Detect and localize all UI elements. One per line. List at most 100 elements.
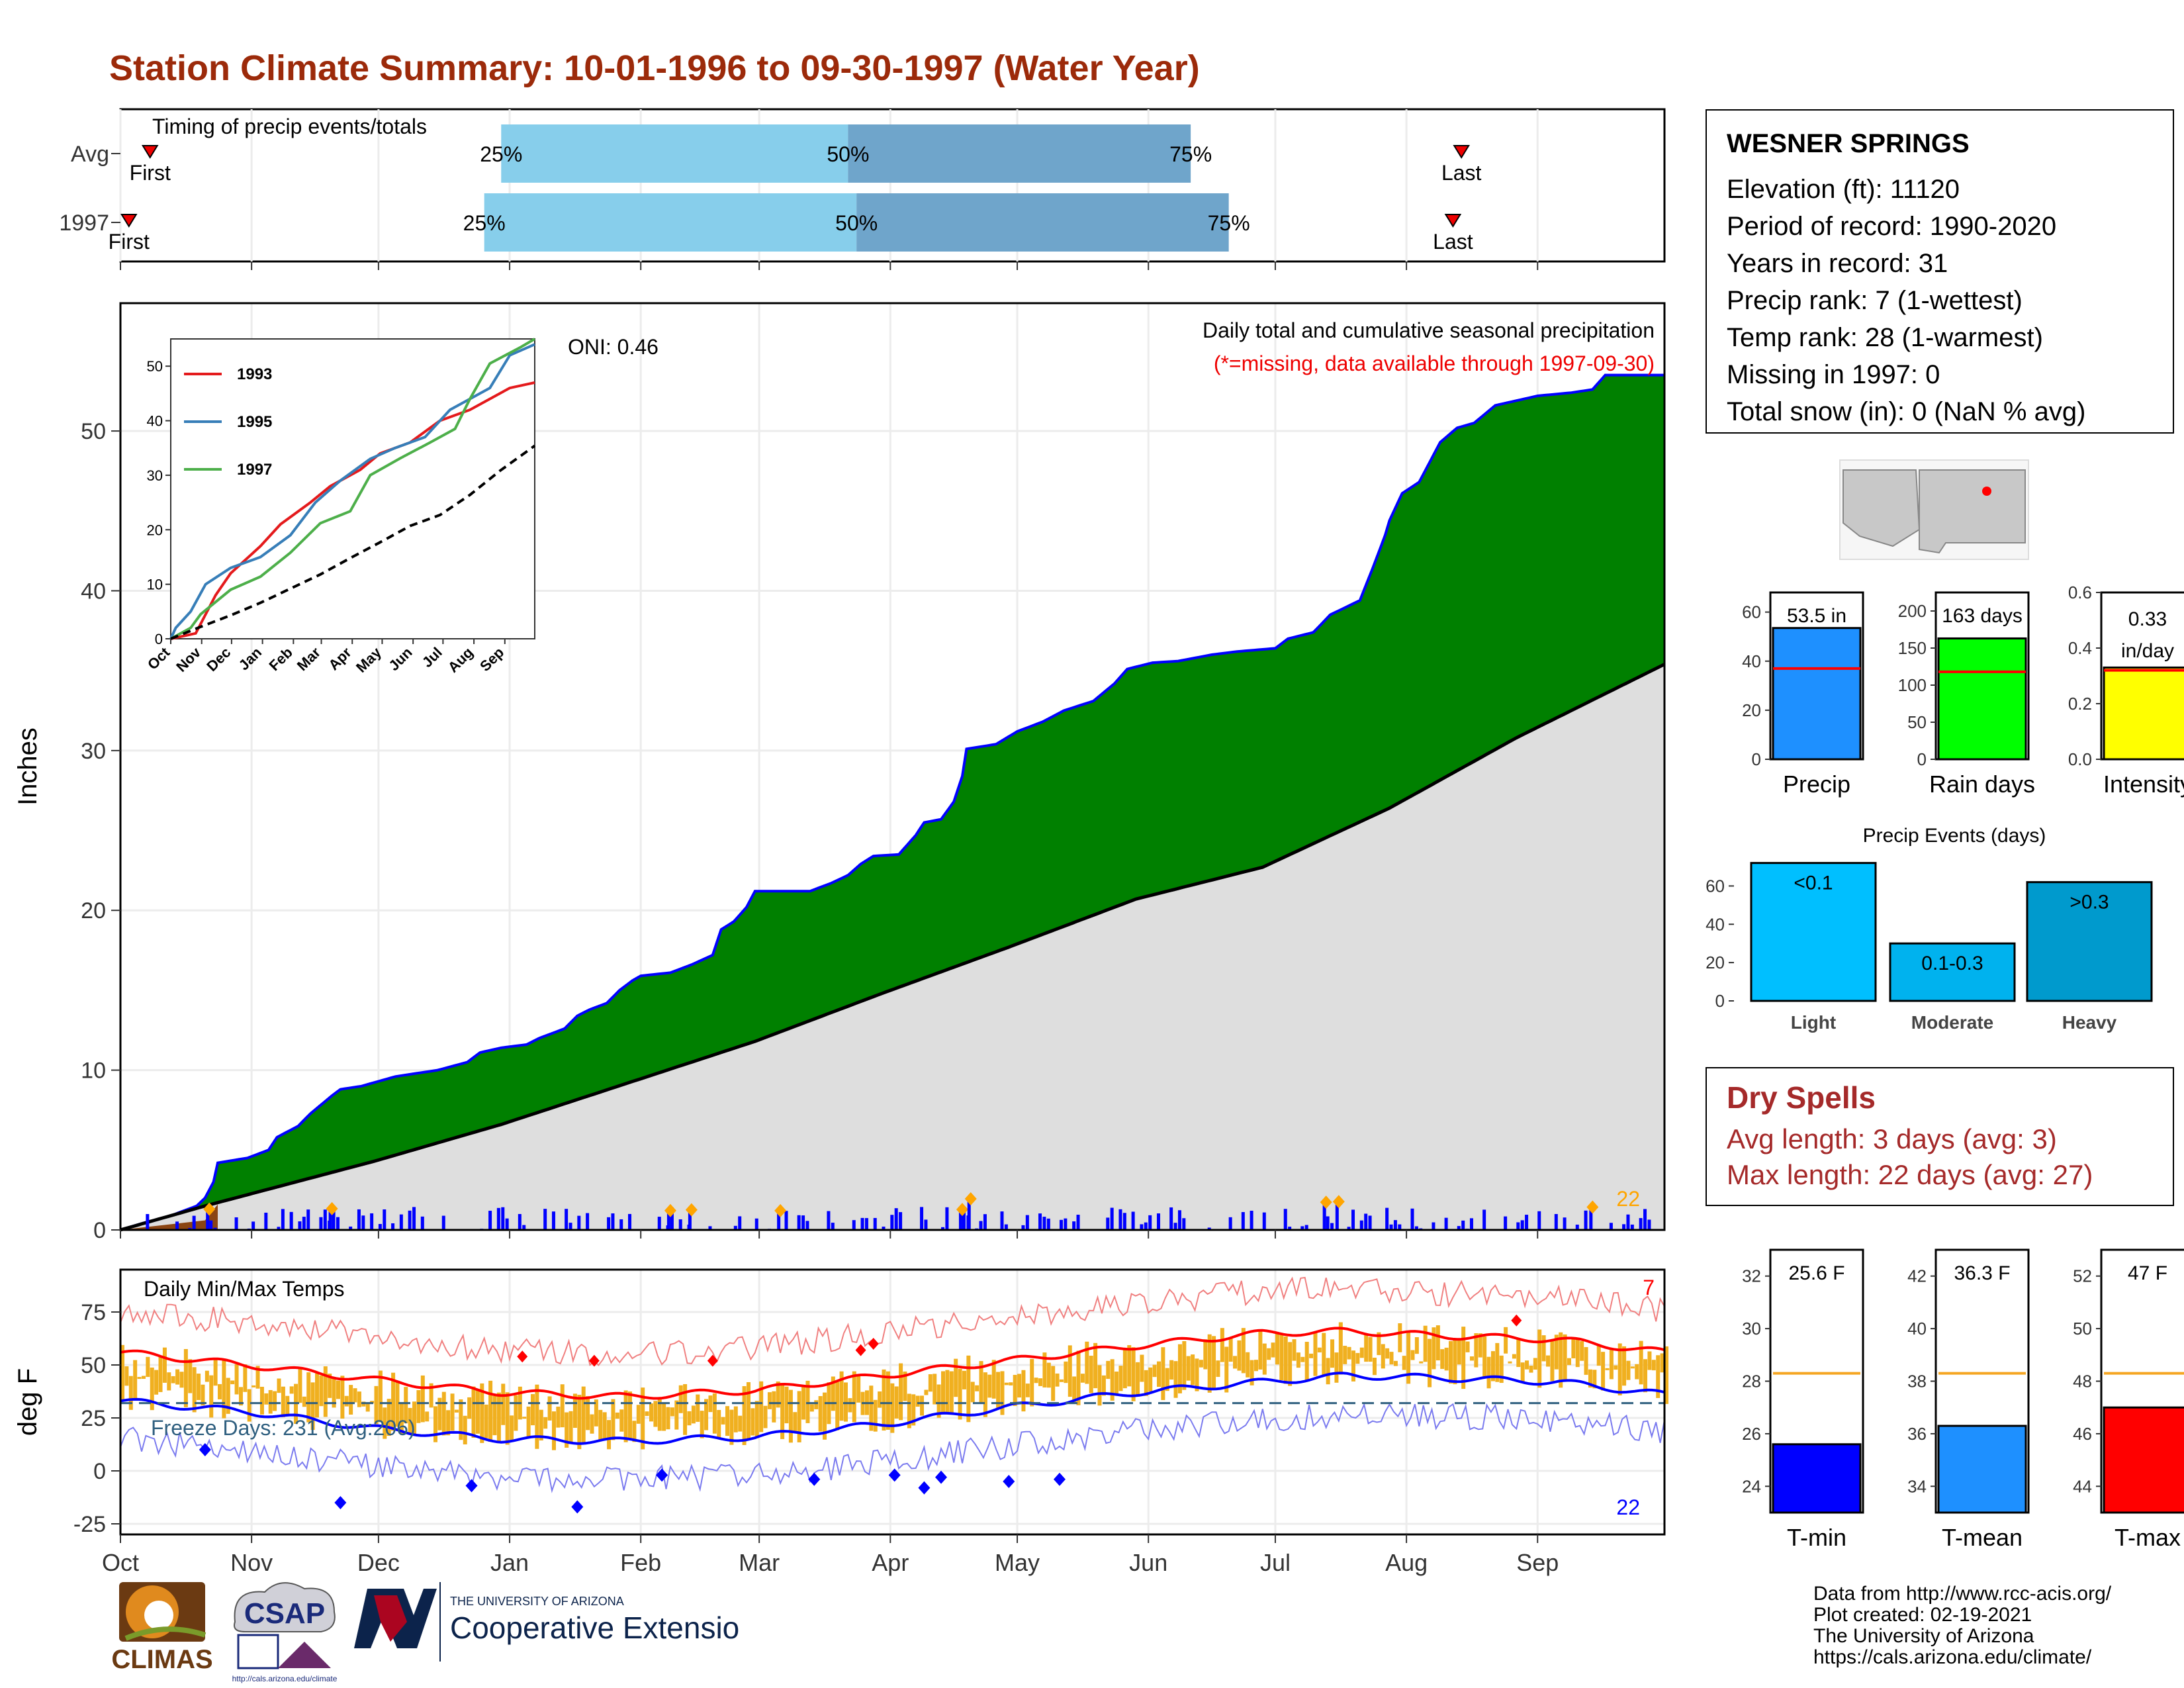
daily-temp-bar <box>349 1385 353 1415</box>
daily-temp-bar <box>611 1399 615 1440</box>
daily-precip-bar <box>192 1215 196 1230</box>
dry-max-length: Max length: 22 days (avg: 27) <box>1727 1159 2093 1190</box>
summary-bar <box>1937 637 2027 761</box>
credit-data-source: Data from http://www.rcc-acis.org/ <box>1813 1583 2112 1605</box>
daily-temp-bar <box>277 1378 281 1393</box>
inset-average-line <box>170 444 536 640</box>
daily-temp-bar <box>179 1372 184 1388</box>
daily-temp-bar <box>915 1395 920 1407</box>
daily-temp-bar <box>1080 1374 1085 1383</box>
daily-temp-bar <box>1046 1362 1051 1388</box>
daily-precip-bar <box>882 1227 886 1230</box>
daily-precip-bar <box>569 1223 572 1230</box>
daily-temp-bar <box>167 1372 171 1391</box>
credits: Data from http://www.rcc-acis.org/ Plot … <box>1813 1583 2111 1668</box>
inset-series-1997 <box>170 338 536 640</box>
daily-temp-bar <box>1571 1338 1576 1358</box>
daily-precip-bar <box>983 1214 987 1230</box>
heavy-day-marker <box>1332 1195 1345 1209</box>
daily-temp-bar <box>197 1374 201 1400</box>
daily-temp-bar <box>1110 1359 1115 1401</box>
daily-temp-bar <box>933 1374 937 1405</box>
daily-temp-bar <box>911 1394 916 1426</box>
daily-precip-bar <box>805 1221 809 1230</box>
daily-temp-bar <box>514 1395 518 1431</box>
daily-temp-bar <box>738 1415 743 1432</box>
daily-temp-bar <box>1495 1342 1500 1382</box>
daily-temp-bar <box>1546 1355 1551 1367</box>
daily-precip-bar <box>738 1216 742 1230</box>
temp-y-tick-label: 0 <box>93 1459 106 1484</box>
record-low-marker <box>334 1496 347 1509</box>
credit-url: https://cals.arizona.edu/climate/ <box>1813 1646 2092 1668</box>
daily-temp-bar <box>183 1348 188 1407</box>
daily-precip-bar <box>496 1207 500 1230</box>
heavy-day-marker <box>664 1203 676 1217</box>
summary-y-tick-label: 0 <box>1752 749 1761 769</box>
daily-temp-bar <box>213 1360 218 1386</box>
daily-precip-bar <box>1000 1211 1004 1230</box>
daily-precip-bar <box>319 1217 323 1230</box>
daily-temp-bar <box>1372 1358 1377 1376</box>
month-label: Feb <box>620 1549 661 1576</box>
temp-chart-title: Daily Min/Max Temps <box>144 1277 344 1301</box>
daily-temp-bar <box>1055 1373 1060 1387</box>
daily-temp-bar <box>784 1386 789 1424</box>
daily-precip-bar <box>860 1217 864 1230</box>
csap-logo: CSAP http://cals.arizona.edu/climate <box>232 1582 338 1683</box>
years-in-record: Years in record: 31 <box>1727 249 1948 278</box>
station-info-box: WESNER SPRINGS Elevation (ft): 11120 Per… <box>1706 109 2174 434</box>
daily-temp-bar <box>615 1412 619 1419</box>
daily-temp-bar <box>793 1412 797 1432</box>
daily-temp-bar <box>1605 1368 1610 1370</box>
daily-temp-bar <box>1635 1364 1639 1380</box>
daily-precip-bar <box>1004 1224 1008 1230</box>
daily-precip-bar <box>1351 1209 1355 1230</box>
event-bar <box>2026 881 2153 1002</box>
daily-precip-bar <box>1059 1219 1063 1230</box>
daily-precip-bar <box>1106 1217 1110 1230</box>
daily-temp-bar <box>1398 1323 1402 1352</box>
elevation: Elevation (ft): 11120 <box>1727 175 1960 204</box>
daily-temp-bar <box>1563 1334 1567 1380</box>
daily-temp-bar <box>1512 1354 1516 1359</box>
summary-category-label: Precip <box>1783 771 1850 798</box>
temp-summary-y-tick-label: 24 <box>1742 1476 1761 1496</box>
temp-summary-t-max: 44 46 48 50 52 47 F T-max <box>2073 1248 2184 1551</box>
summary-value-label: 53.5 in <box>1787 605 1846 627</box>
daily-precip-bar <box>1025 1215 1029 1230</box>
month-label: Aug <box>1385 1549 1428 1576</box>
daily-precip-bar <box>551 1211 555 1230</box>
daily-temp-bar <box>1355 1352 1360 1364</box>
daily-temp-bar <box>903 1371 907 1401</box>
daily-temp-bar <box>1537 1329 1542 1388</box>
daily-temp-bar <box>1656 1355 1661 1398</box>
temp-summary-y-tick-label: 26 <box>1742 1424 1761 1444</box>
ua-logo: THE UNIVERSITY OF ARIZONA Cooperative Ex… <box>354 1582 741 1662</box>
inset-y-tick-label: 50 <box>147 358 163 375</box>
daily-temp-bar <box>501 1383 506 1425</box>
daily-precip-bar <box>890 1215 894 1230</box>
daily-precip-bar <box>518 1213 522 1230</box>
daily-temp-bar <box>763 1405 768 1429</box>
daily-temp-bar <box>128 1376 133 1410</box>
daily-precip-bar <box>289 1211 293 1230</box>
daily-temp-bar <box>259 1386 264 1415</box>
daily-temp-bar <box>370 1401 375 1403</box>
precip-y-tick-label: 10 <box>81 1058 106 1084</box>
daily-temp-bar <box>285 1395 290 1417</box>
heavy-day-marker <box>1320 1196 1332 1209</box>
daily-precip-bar <box>1461 1220 1465 1230</box>
daily-temp-bar <box>1271 1342 1275 1358</box>
events-y-tick-label: 0 <box>1715 991 1725 1011</box>
daily-precip-bar <box>1609 1223 1613 1230</box>
daily-precip-bar <box>1525 1215 1529 1230</box>
month-label: Mar <box>739 1549 780 1576</box>
dry-spells-title: Dry Spells <box>1727 1080 1876 1115</box>
daily-temp-bar <box>234 1364 239 1395</box>
timing-row-label: 1997 <box>59 211 109 236</box>
daily-temp-bar <box>480 1383 484 1443</box>
record-low-marker <box>935 1470 948 1484</box>
temp-summary-y-tick-label: 44 <box>2073 1476 2092 1496</box>
daily-temp-bar <box>1664 1346 1668 1404</box>
